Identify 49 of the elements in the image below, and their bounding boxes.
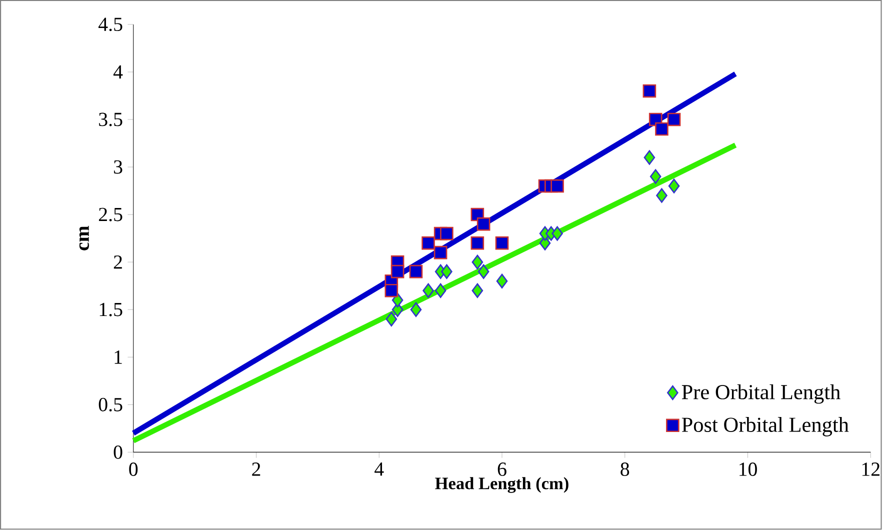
- x-tick-label: 12: [862, 462, 880, 476]
- point: [656, 188, 668, 203]
- point: [434, 246, 448, 260]
- legend-label: Post Orbital Length: [682, 417, 849, 436]
- point: [390, 265, 404, 278]
- y-tick-label: 1: [114, 350, 122, 364]
- y-tick-label: 3: [114, 160, 122, 174]
- x-tick-label: 8: [620, 462, 630, 476]
- point: [667, 112, 681, 126]
- point: [668, 178, 680, 194]
- x-tick-label: 2: [252, 462, 260, 476]
- point: [384, 284, 398, 298]
- y-tick-label: 3.5: [99, 112, 122, 126]
- point: [478, 264, 490, 280]
- point: [496, 274, 508, 289]
- x-tick-label: 6: [498, 462, 506, 476]
- y-tick-label: 0.5: [98, 398, 122, 412]
- y-tick-label: 4: [113, 66, 123, 79]
- point: [644, 150, 656, 165]
- point: [550, 180, 564, 193]
- y-tick-label: 0: [114, 446, 122, 460]
- x-tick-label: 10: [740, 462, 757, 476]
- point: [434, 283, 446, 298]
- point: [441, 264, 452, 280]
- x-tick-label: 4: [374, 462, 384, 476]
- point: [495, 236, 509, 250]
- x-axis-title: Head Length (cm): [435, 477, 568, 494]
- point: [422, 236, 435, 250]
- point: [440, 227, 454, 240]
- point: [552, 226, 563, 241]
- point: [642, 84, 656, 98]
- y-tick-label: 1.5: [100, 303, 122, 316]
- point: [410, 302, 422, 318]
- y-tick-label: 2.5: [98, 208, 122, 222]
- point: [472, 283, 484, 298]
- point: [392, 292, 404, 308]
- point: [470, 236, 484, 250]
- y-tick-label: 2: [114, 256, 122, 269]
- point: [650, 169, 662, 184]
- x-tick-label: 0: [129, 462, 138, 476]
- point: [409, 265, 423, 278]
- y-axis-title: cm: [79, 226, 89, 250]
- point: [476, 218, 490, 231]
- y-tick-label: 4.5: [98, 18, 122, 32]
- point: [655, 122, 668, 136]
- point: [386, 312, 398, 327]
- legend-label: Pre Orbital Length: [682, 384, 840, 404]
- point: [472, 254, 484, 270]
- point: [422, 283, 434, 298]
